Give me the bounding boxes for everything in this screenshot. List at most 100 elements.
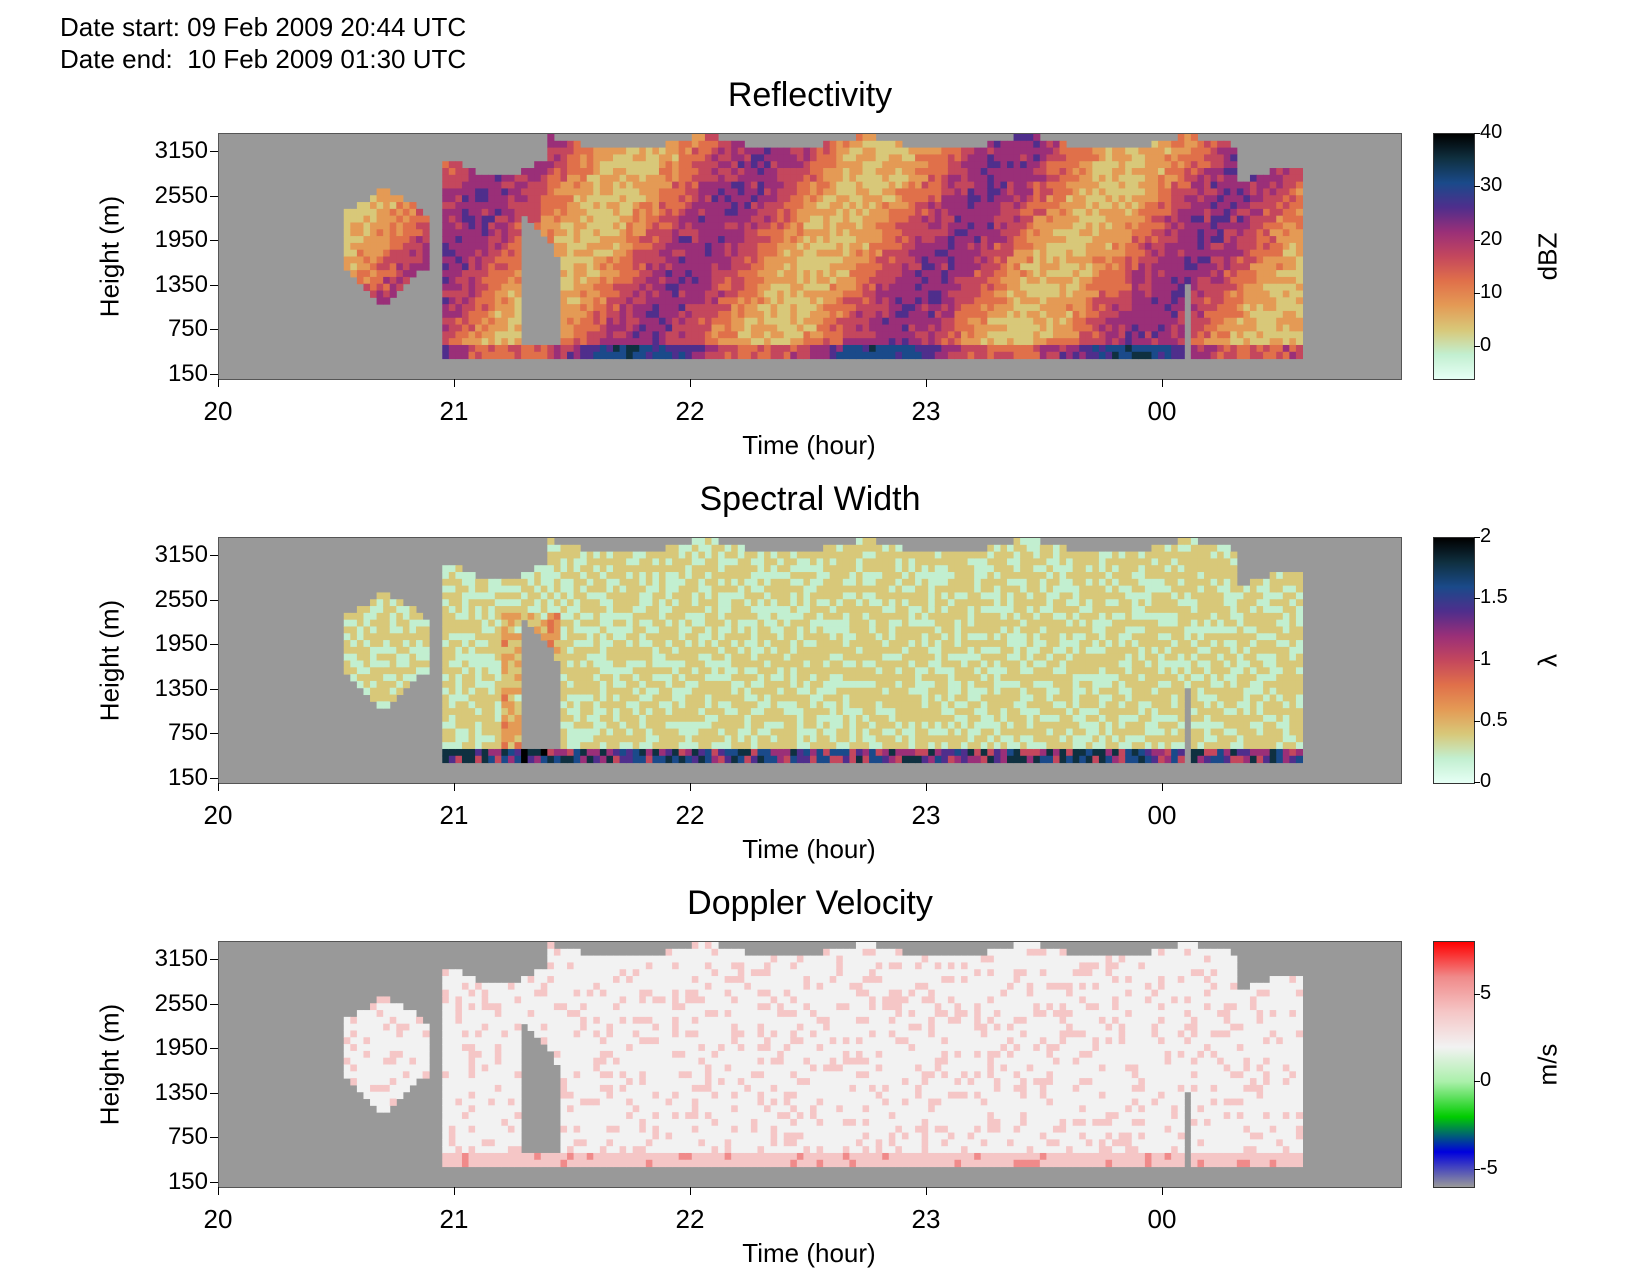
heatmap-cell bbox=[777, 344, 785, 353]
heatmap-cell bbox=[810, 168, 818, 176]
heatmap-cell bbox=[1092, 270, 1100, 278]
heatmap-cell bbox=[1217, 283, 1225, 292]
heatmap-cell bbox=[501, 687, 509, 696]
heatmap-cell bbox=[1059, 208, 1067, 217]
heatmap-cell bbox=[1151, 174, 1159, 183]
heatmap-cell bbox=[468, 242, 476, 251]
heatmap-cell bbox=[711, 140, 719, 149]
heatmap-cell bbox=[1138, 338, 1146, 346]
heatmap-cell bbox=[810, 344, 818, 353]
heatmap-cell bbox=[1013, 188, 1021, 196]
heatmap-cell bbox=[626, 304, 634, 312]
heatmap-cell bbox=[619, 256, 627, 264]
heatmap-cell bbox=[560, 188, 568, 196]
heatmap-cell bbox=[1249, 290, 1258, 298]
heatmap-cell bbox=[540, 626, 548, 634]
heatmap-cell bbox=[928, 215, 936, 223]
heatmap-cell bbox=[567, 215, 575, 223]
heatmap-cell bbox=[1184, 236, 1192, 244]
heatmap-cell bbox=[731, 188, 739, 196]
heatmap-cell bbox=[448, 188, 456, 196]
heatmap-cell bbox=[370, 633, 378, 641]
heatmap-cell bbox=[1072, 276, 1080, 285]
heatmap-cell bbox=[599, 674, 607, 682]
heatmap-cell bbox=[1046, 154, 1054, 162]
heatmap-cell bbox=[993, 297, 1001, 305]
heatmap-cell bbox=[599, 195, 607, 203]
heatmap-cell bbox=[1295, 195, 1303, 203]
heatmap-cell bbox=[744, 154, 752, 162]
heatmap-cell bbox=[1059, 161, 1067, 169]
heatmap-cell bbox=[613, 558, 621, 566]
heatmap-cell bbox=[1072, 249, 1080, 257]
heatmap-cell bbox=[1276, 195, 1284, 203]
heatmap-cell bbox=[586, 748, 594, 757]
heatmap-cell bbox=[396, 606, 404, 614]
heatmap-cell bbox=[573, 304, 581, 312]
heatmap-cell bbox=[1289, 202, 1297, 210]
heatmap-cell bbox=[849, 317, 857, 326]
heatmap-cell bbox=[764, 215, 772, 223]
heatmap-cell bbox=[409, 222, 417, 230]
heatmap-cell bbox=[941, 168, 949, 176]
heatmap-cell bbox=[901, 168, 909, 176]
heatmap-cell bbox=[501, 195, 509, 203]
heatmap-cell bbox=[961, 297, 969, 305]
heatmap-cell bbox=[1249, 236, 1258, 244]
heatmap-cell bbox=[810, 304, 818, 312]
heatmap-cell bbox=[409, 256, 417, 264]
heatmap-cell bbox=[1039, 222, 1047, 230]
heatmap-cell bbox=[928, 249, 936, 257]
heatmap-cell bbox=[455, 599, 463, 607]
heatmap-cell bbox=[383, 701, 391, 709]
heatmap-cell bbox=[481, 242, 489, 251]
heatmap-cell bbox=[1282, 263, 1290, 271]
heatmap-cell bbox=[383, 592, 391, 600]
heatmap-cell bbox=[383, 606, 391, 614]
heatmap-cell bbox=[448, 572, 456, 580]
heatmap-cell bbox=[461, 256, 470, 264]
heatmap-cell bbox=[842, 140, 850, 149]
heatmap-cell bbox=[967, 174, 975, 183]
heatmap-cell bbox=[790, 208, 798, 217]
heatmap-cell bbox=[1079, 208, 1087, 217]
heatmap-cell bbox=[1269, 290, 1277, 298]
heatmap-cell bbox=[1085, 290, 1093, 298]
heatmap-cell bbox=[593, 646, 601, 655]
heatmap-cell bbox=[691, 168, 699, 176]
heatmap-cell bbox=[888, 236, 896, 244]
heatmap-cell bbox=[908, 154, 916, 162]
heatmap-cell bbox=[1164, 270, 1172, 278]
heatmap-cell bbox=[777, 174, 785, 183]
heatmap-cell bbox=[383, 236, 391, 244]
heatmap-cell bbox=[1230, 290, 1238, 298]
heatmap-cell bbox=[573, 242, 581, 251]
heatmap-cell bbox=[1230, 317, 1238, 326]
heatmap-cell bbox=[1276, 188, 1284, 196]
heatmap-cell bbox=[619, 338, 627, 346]
heatmap-cell bbox=[389, 229, 397, 237]
heatmap-cell bbox=[475, 297, 483, 305]
heatmap-cell bbox=[560, 701, 568, 709]
heatmap-cell bbox=[947, 344, 955, 353]
heatmap-cell bbox=[1256, 222, 1264, 230]
heatmap-cell bbox=[448, 755, 456, 764]
heatmap-cell bbox=[475, 667, 483, 675]
heatmap-cell bbox=[553, 174, 561, 183]
heatmap-cell bbox=[613, 667, 621, 675]
heatmap-cell bbox=[488, 263, 496, 271]
heatmap-cell bbox=[1236, 229, 1244, 237]
heatmap-cell bbox=[567, 592, 575, 600]
heatmap-cell bbox=[974, 147, 982, 155]
heatmap-cell bbox=[1158, 290, 1166, 298]
heatmap-cell bbox=[1020, 297, 1028, 305]
heatmap-cell bbox=[468, 653, 476, 661]
heatmap-cell bbox=[1243, 290, 1251, 298]
heatmap-cell bbox=[1171, 317, 1179, 326]
heatmap-cell bbox=[560, 592, 568, 600]
heatmap-cell bbox=[1263, 344, 1271, 353]
heatmap-cell bbox=[1013, 174, 1021, 183]
heatmap-cell bbox=[1085, 208, 1093, 217]
heatmap-cell bbox=[1020, 154, 1028, 162]
heatmap-cell bbox=[685, 140, 693, 149]
